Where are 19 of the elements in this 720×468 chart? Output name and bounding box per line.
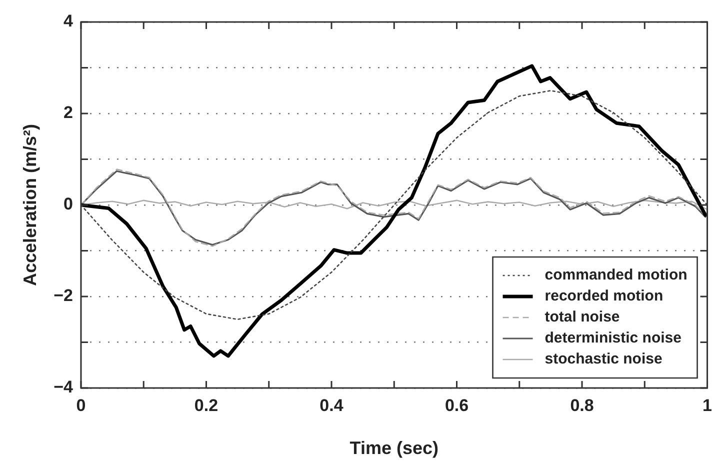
legend-label: deterministic noise <box>544 330 682 347</box>
legend-label: recorded motion <box>544 288 664 305</box>
x-tick-label: 0.2 <box>194 396 218 415</box>
x-axis-title: Time (sec) <box>350 438 438 458</box>
y-tick-label: 4 <box>64 12 74 31</box>
x-tick-label: 0.6 <box>444 396 469 415</box>
legend-label: total noise <box>544 308 620 326</box>
y-tick-label: −2 <box>54 286 73 306</box>
y-tick-label: 2 <box>64 103 73 122</box>
y-axis-title: Acceleration (m/s²) <box>20 124 40 286</box>
x-tick-label: 0.8 <box>570 396 594 415</box>
line-series <box>80 90 708 320</box>
legend-label: commanded motion <box>544 266 688 284</box>
y-tick-label: 0 <box>64 194 73 214</box>
x-tick-label: 1 <box>702 396 712 415</box>
y-tick-label: −4 <box>54 378 74 397</box>
x-tick-label: 0 <box>76 396 86 415</box>
x-tick-label: 0.4 <box>320 396 344 415</box>
legend-label: stochastic noise <box>544 350 662 368</box>
